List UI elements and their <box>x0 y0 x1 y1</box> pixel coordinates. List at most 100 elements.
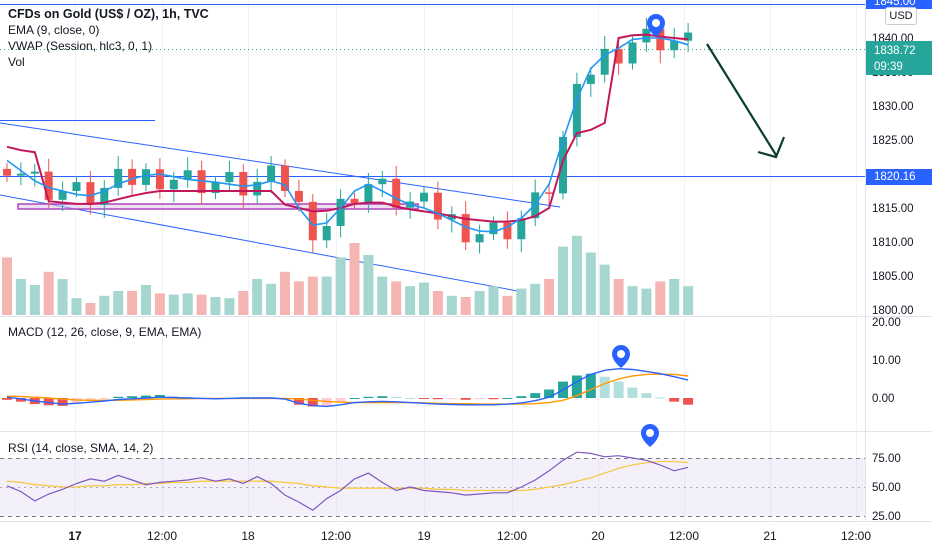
price-axis-label: 1830.00 <box>872 101 914 113</box>
volume-bar <box>585 252 596 315</box>
volume-bar <box>127 291 138 315</box>
volume-bar <box>558 246 568 315</box>
location-pin-icon[interactable] <box>612 345 630 368</box>
ema-line <box>6 37 689 233</box>
main-legend: CFDs on Gold (US$ / OZ), 1h, TVC EMA (9,… <box>8 6 209 70</box>
macd-legend[interactable]: MACD (12, 26, close, 9, EMA, EMA) <box>8 325 202 339</box>
macd-histogram-bar <box>71 398 82 404</box>
candle-body <box>281 165 289 191</box>
macd-histogram-bar <box>154 394 165 398</box>
volume-bar <box>280 271 290 315</box>
volume-bar <box>488 286 499 315</box>
time-axis[interactable]: 17 12:00 18 12:00 19 12:00 20 12:00 21 12:00 <box>68 529 871 543</box>
ema-legend[interactable]: EMA (9, close, 0) <box>8 23 100 37</box>
macd-histogram-bar <box>127 396 138 398</box>
volume-bar <box>391 281 402 315</box>
candle-body <box>628 42 637 64</box>
time-axis-label: 20 <box>591 529 605 543</box>
forecast-arrow[interactable] <box>706 43 786 159</box>
macd-histogram-bar <box>585 373 596 398</box>
macd-histogram-bar <box>571 375 582 398</box>
macd-histogram-bar <box>405 398 416 399</box>
volume-bar <box>43 271 54 315</box>
macd-histogram-bar <box>293 398 304 405</box>
volume-bar <box>655 281 666 315</box>
macd-histogram-bar <box>419 398 429 399</box>
volume-bar <box>641 288 652 315</box>
candle-body <box>336 198 345 227</box>
candle-body <box>169 179 178 190</box>
candle-body <box>267 165 276 182</box>
candle-body <box>461 214 470 243</box>
candle-body <box>684 32 693 41</box>
candle-body <box>378 178 387 185</box>
macd-axis-label: 0.00 <box>872 393 894 405</box>
volume-bar <box>182 293 193 315</box>
candle-body <box>433 192 442 220</box>
location-pin-icon[interactable] <box>641 424 659 447</box>
macd-histogram-bar <box>641 393 652 398</box>
candle-body <box>600 48 609 75</box>
last-price-value: 1838.72 <box>874 45 916 57</box>
candle-body <box>559 136 567 194</box>
macd-pane <box>2 367 694 408</box>
macd-histogram-bar <box>516 396 527 398</box>
volume-bar <box>85 303 96 315</box>
volume-bar <box>57 279 68 315</box>
candle-body <box>128 168 137 185</box>
symbol-title[interactable]: CFDs on Gold (US$ / OZ), 1h, TVC <box>8 7 209 21</box>
volume-bar <box>168 294 179 315</box>
channel-upper-trendline[interactable] <box>0 122 561 208</box>
macd-histogram-bar <box>446 398 457 400</box>
volume-bar <box>613 279 624 315</box>
macd-histogram-bar <box>530 393 541 398</box>
vol-legend[interactable]: Vol <box>8 55 25 69</box>
candle-body <box>656 28 665 51</box>
candle-body <box>86 182 95 205</box>
macd-histogram-bar <box>544 389 555 398</box>
volume-bars <box>2 235 694 315</box>
candle-body <box>350 198 359 204</box>
channel-lower-trendline[interactable] <box>0 194 524 293</box>
volume-bar <box>516 288 527 315</box>
candle-body <box>364 184 373 204</box>
volume-bar <box>2 257 12 315</box>
volume-bar <box>293 281 304 315</box>
volume-bar <box>544 279 555 315</box>
price-axis-label: 1825.00 <box>872 135 914 147</box>
last-price-tag: 1838.72 09:39 <box>866 41 932 75</box>
time-axis-label: 12:00 <box>841 529 871 543</box>
volume-bar <box>252 279 263 315</box>
candle-body <box>16 173 25 176</box>
macd-line <box>6 367 689 408</box>
volume-bar <box>669 279 680 315</box>
macd-histogram-bar <box>99 398 110 400</box>
volume-bar <box>530 283 541 315</box>
candle-body <box>211 182 220 194</box>
candle-body <box>586 74 595 84</box>
candle-body <box>642 28 651 43</box>
currency-badge[interactable]: USD <box>885 7 917 25</box>
candle-body <box>72 182 81 191</box>
rsi-legend[interactable]: RSI (14, close, SMA, 14, 2) <box>8 441 154 455</box>
volume-bar <box>419 282 429 315</box>
price-axis[interactable]: 1840.001835.001830.001825.001820.001815.… <box>872 33 914 523</box>
location-pin-icon[interactable] <box>647 14 665 37</box>
candle-body <box>308 201 317 241</box>
time-axis-label: 12:00 <box>147 529 177 543</box>
candle-body <box>44 171 53 200</box>
vwap-legend[interactable]: VWAP (Session, hlc3, 0, 1) <box>8 39 153 53</box>
volume-bar <box>238 291 249 315</box>
candle-body <box>142 169 150 185</box>
vwap-line <box>6 33 689 223</box>
rsi-axis-label: 50.00 <box>872 482 901 494</box>
volume-bar <box>335 257 346 315</box>
candle-body <box>517 218 526 240</box>
rsi-axis-label: 75.00 <box>872 453 901 465</box>
price-axis-label: 1815.00 <box>872 203 914 215</box>
candle-body <box>239 171 248 196</box>
price-axis-label: 1810.00 <box>872 237 914 249</box>
volume-bar <box>571 235 582 315</box>
candle-body <box>114 168 123 188</box>
